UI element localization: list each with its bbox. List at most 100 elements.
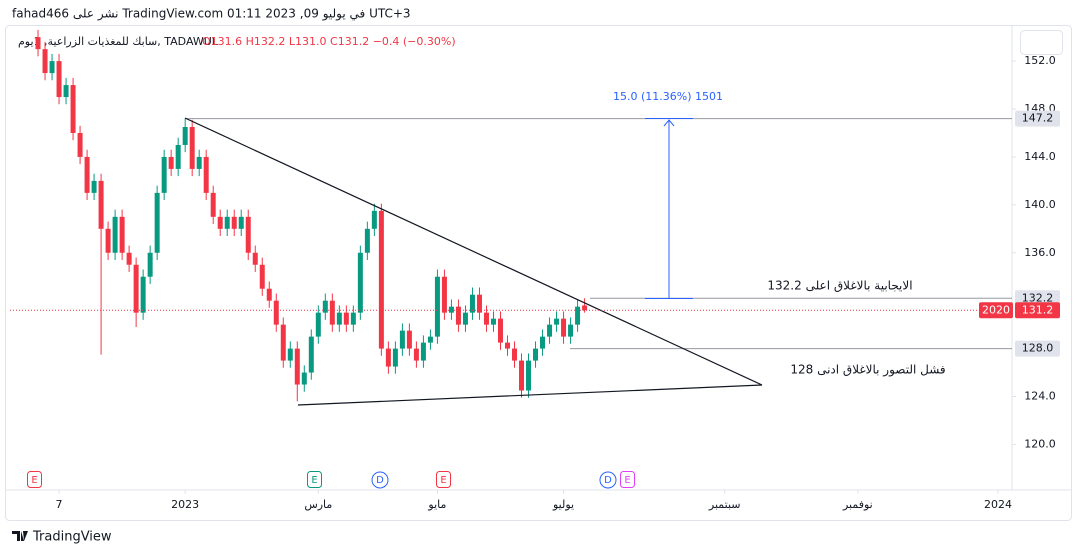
scale-button[interactable] (1020, 30, 1063, 55)
annotation: الايجابية بالاغلاق اعلى 132.2 (767, 279, 912, 293)
candle-body (287, 348, 293, 361)
candle-body (84, 156, 90, 193)
candle-body (350, 312, 356, 325)
symbol-code-box (979, 302, 1013, 319)
measure-arrowhead (663, 119, 675, 127)
candle-body (427, 336, 433, 343)
candle-body (322, 300, 328, 313)
candle-body (378, 210, 384, 349)
candle-body (154, 192, 160, 253)
candle-body (540, 336, 546, 349)
candle-body (399, 330, 405, 349)
plot (35, 29, 1012, 402)
x-tick-label: نوفمبر (842, 498, 873, 511)
candle-body (512, 348, 518, 361)
candle-body (301, 372, 307, 385)
x-tick-label: سبتمبر (708, 498, 741, 511)
candle-body (434, 276, 440, 337)
trendline-lower[interactable] (297, 384, 763, 406)
candle-body (329, 300, 335, 325)
event-label: E (31, 475, 37, 486)
candle-body (413, 348, 419, 361)
candle-body (252, 252, 258, 265)
candle-body (294, 348, 300, 385)
price-label-box (1015, 340, 1060, 357)
candle-body (56, 61, 62, 98)
brand: TradingView (32, 530, 112, 545)
candle-body (161, 156, 167, 193)
chart-frame (5, 25, 1072, 521)
x-tick-label: يوليو (552, 498, 574, 511)
candle-body (217, 216, 223, 229)
x-tick-label: مارس (304, 498, 332, 511)
x-tick-label: 2023 (171, 498, 199, 511)
candle-body (315, 312, 321, 337)
measure-tool[interactable] (645, 118, 693, 299)
candle-body (182, 126, 188, 145)
candle-body (259, 264, 265, 289)
candle-body (91, 180, 97, 193)
candle-body (231, 216, 237, 229)
event-icon[interactable] (307, 471, 322, 488)
event-icon[interactable] (371, 471, 389, 489)
event-icon[interactable] (27, 471, 42, 488)
candle-body (476, 294, 482, 313)
candle-body (336, 312, 342, 325)
candle-body (448, 306, 454, 313)
candle-body (582, 305, 588, 311)
candle-body (35, 37, 41, 50)
event-icon[interactable] (599, 471, 617, 489)
candle-body (238, 216, 244, 229)
event-icon[interactable] (436, 471, 451, 488)
candle-body (526, 360, 532, 391)
last-price-label: 131.2 (1022, 303, 1054, 316)
candle-body (147, 252, 153, 277)
measure-label: 15.0 (11.36%) 1501 (613, 90, 723, 103)
x-tick-label: مايو (427, 498, 446, 511)
candle-body (42, 49, 48, 74)
candle-body (343, 312, 349, 325)
candle-body (210, 192, 216, 217)
last-price-box (1015, 302, 1060, 319)
candle-body (441, 276, 447, 313)
logo-icon (12, 531, 28, 541)
price-label: 147.2 (1022, 112, 1054, 125)
candle-body (371, 210, 377, 229)
event-label: E (311, 475, 317, 486)
candle-body (364, 228, 370, 253)
candle-body (280, 324, 286, 361)
event-label: D (376, 475, 384, 486)
candle-body (77, 132, 83, 157)
event-label: E (624, 475, 630, 486)
candle-body (196, 156, 202, 169)
event-label: E (440, 475, 446, 486)
y-tick-label: 144.0 (1024, 150, 1056, 163)
candle-body (112, 216, 118, 253)
x-tick-label: 7 (56, 498, 63, 511)
y-tick-label: 124.0 (1024, 390, 1056, 403)
candle-body (224, 216, 230, 229)
candle-body (70, 85, 76, 133)
y-tick-label: 136.0 (1024, 246, 1056, 259)
event-icon[interactable] (620, 471, 635, 488)
price-label-box (1015, 110, 1060, 127)
candle-body (168, 156, 174, 169)
y-tick-label: 140.0 (1024, 198, 1056, 211)
candle-body (568, 324, 574, 337)
candle-body (308, 336, 314, 373)
y-tick-label: 152.0 (1024, 54, 1056, 67)
annotation: فشل التصور بالاغلاق ادنى 128 (790, 363, 945, 378)
candle-body (561, 318, 567, 337)
candle-body (519, 360, 525, 391)
candle-body (133, 264, 139, 313)
price-label: 128.0 (1022, 342, 1054, 355)
candle-body (483, 312, 489, 325)
candle-body (273, 300, 279, 325)
candle-body (245, 216, 251, 253)
x-tick-label: 2024 (984, 498, 1012, 511)
trendline-upper[interactable] (184, 117, 763, 386)
candle-body (504, 342, 510, 349)
y-tick-label: 120.0 (1024, 437, 1056, 450)
candle-body (554, 318, 560, 325)
candle-body (406, 330, 412, 349)
